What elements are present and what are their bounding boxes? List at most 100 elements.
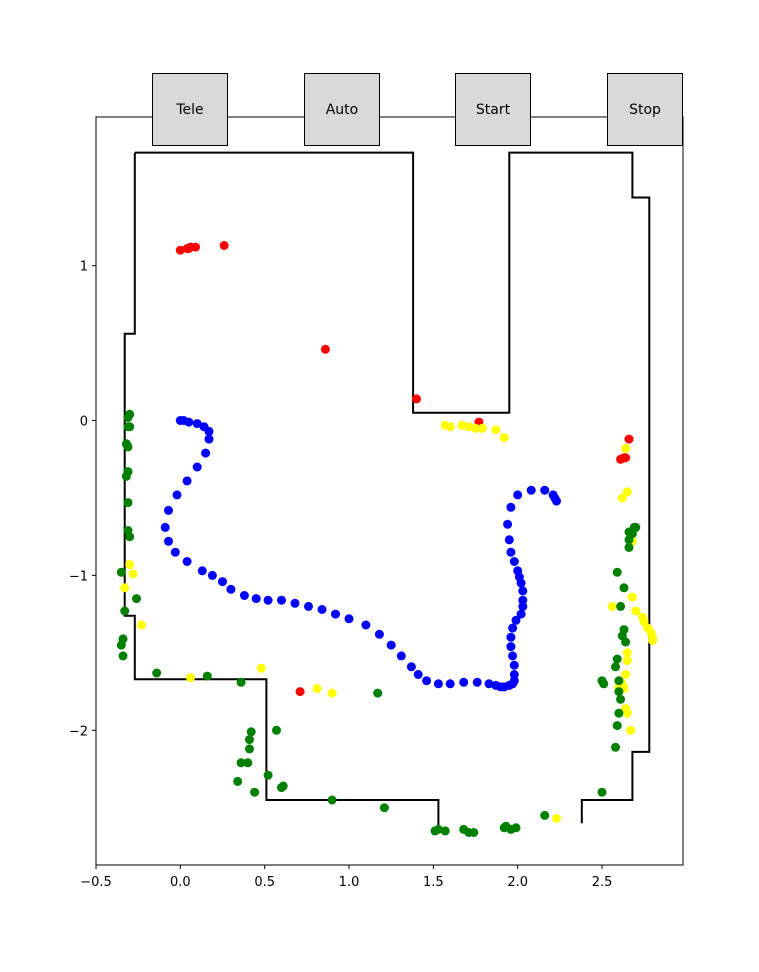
tele-button[interactable]: Tele	[152, 73, 228, 146]
data-point	[614, 676, 624, 686]
data-point	[616, 694, 626, 704]
data-point	[509, 670, 519, 679]
data-point	[445, 422, 455, 432]
data-point	[327, 795, 337, 805]
data-point	[204, 426, 214, 436]
data-point	[118, 651, 128, 661]
data-point	[624, 543, 634, 552]
data-point	[207, 570, 217, 580]
data-point	[540, 485, 550, 495]
data-point	[219, 241, 229, 250]
data-point	[457, 420, 467, 430]
data-point	[506, 632, 516, 642]
data-point	[509, 676, 519, 686]
data-point	[631, 606, 641, 616]
data-point	[621, 453, 631, 463]
data-point	[484, 679, 494, 689]
x-tick-label: 2.0	[507, 875, 528, 890]
y-tick-label: 0	[80, 415, 88, 430]
data-point	[413, 670, 423, 679]
stop-button[interactable]: Stop	[607, 73, 683, 146]
data-point	[277, 595, 286, 605]
data-point	[518, 586, 528, 596]
data-point	[508, 623, 518, 633]
data-point	[175, 245, 185, 255]
data-point	[506, 502, 516, 512]
start-button[interactable]: Start	[455, 73, 531, 146]
data-point	[317, 605, 327, 614]
data-point	[518, 601, 528, 611]
data-point	[412, 394, 421, 404]
data-point	[179, 416, 189, 425]
data-point	[619, 583, 629, 593]
data-point	[614, 687, 624, 697]
data-point	[218, 577, 227, 587]
data-point	[445, 679, 455, 689]
data-point	[626, 725, 636, 735]
data-point	[518, 595, 528, 605]
data-point	[506, 547, 516, 557]
data-point	[192, 419, 202, 429]
data-point	[233, 776, 243, 786]
data-point	[621, 637, 631, 647]
y-tick-label: −1	[69, 569, 88, 584]
data-point	[137, 620, 146, 630]
data-point	[182, 557, 192, 566]
data-point	[374, 629, 384, 639]
data-point	[243, 758, 253, 768]
data-point	[116, 640, 126, 650]
data-point	[128, 569, 138, 579]
data-point	[622, 656, 632, 666]
y-axis: 1 0 −1 −2	[69, 260, 96, 739]
data-point	[511, 823, 521, 833]
data-point	[621, 443, 631, 453]
points-layer	[116, 241, 658, 837]
data-point	[123, 412, 133, 422]
data-point	[499, 433, 509, 443]
data-point	[290, 598, 300, 608]
data-point	[344, 614, 354, 624]
data-point	[516, 609, 526, 619]
data-point	[125, 560, 135, 570]
data-point	[621, 670, 631, 679]
data-point	[386, 640, 396, 650]
auto-button[interactable]: Auto	[304, 73, 380, 146]
data-point	[617, 493, 627, 503]
data-point	[236, 677, 246, 687]
data-point	[607, 601, 617, 611]
data-point	[192, 462, 202, 472]
data-point	[614, 708, 624, 718]
data-point	[152, 668, 162, 678]
data-point	[245, 744, 254, 754]
data-point	[503, 519, 513, 529]
data-point	[622, 487, 632, 497]
data-point	[331, 609, 340, 619]
data-point	[116, 567, 126, 577]
data-point	[204, 434, 214, 444]
data-point	[320, 344, 330, 354]
data-point	[373, 688, 383, 698]
data-point	[396, 651, 406, 661]
data-point	[433, 824, 443, 834]
data-point	[611, 662, 620, 672]
data-point	[327, 688, 337, 698]
data-point	[263, 770, 273, 780]
data-point	[597, 787, 607, 797]
x-tick-label: 0.5	[254, 875, 275, 890]
data-point	[459, 677, 469, 687]
data-point	[612, 654, 622, 664]
x-axis: −0.5 0.0 0.5 1.0 1.5 2.0 2.5	[80, 865, 612, 890]
data-point	[624, 434, 634, 444]
walls-layer	[123, 151, 651, 831]
data-point	[627, 592, 637, 602]
data-point	[508, 651, 518, 661]
data-point	[622, 648, 632, 658]
data-point	[422, 676, 432, 686]
data-point	[197, 566, 207, 576]
data-point	[440, 826, 450, 836]
wall-segment-1	[123, 152, 440, 831]
data-point	[491, 425, 501, 435]
data-point	[379, 803, 389, 813]
data-point	[125, 422, 135, 432]
data-point	[186, 673, 195, 683]
